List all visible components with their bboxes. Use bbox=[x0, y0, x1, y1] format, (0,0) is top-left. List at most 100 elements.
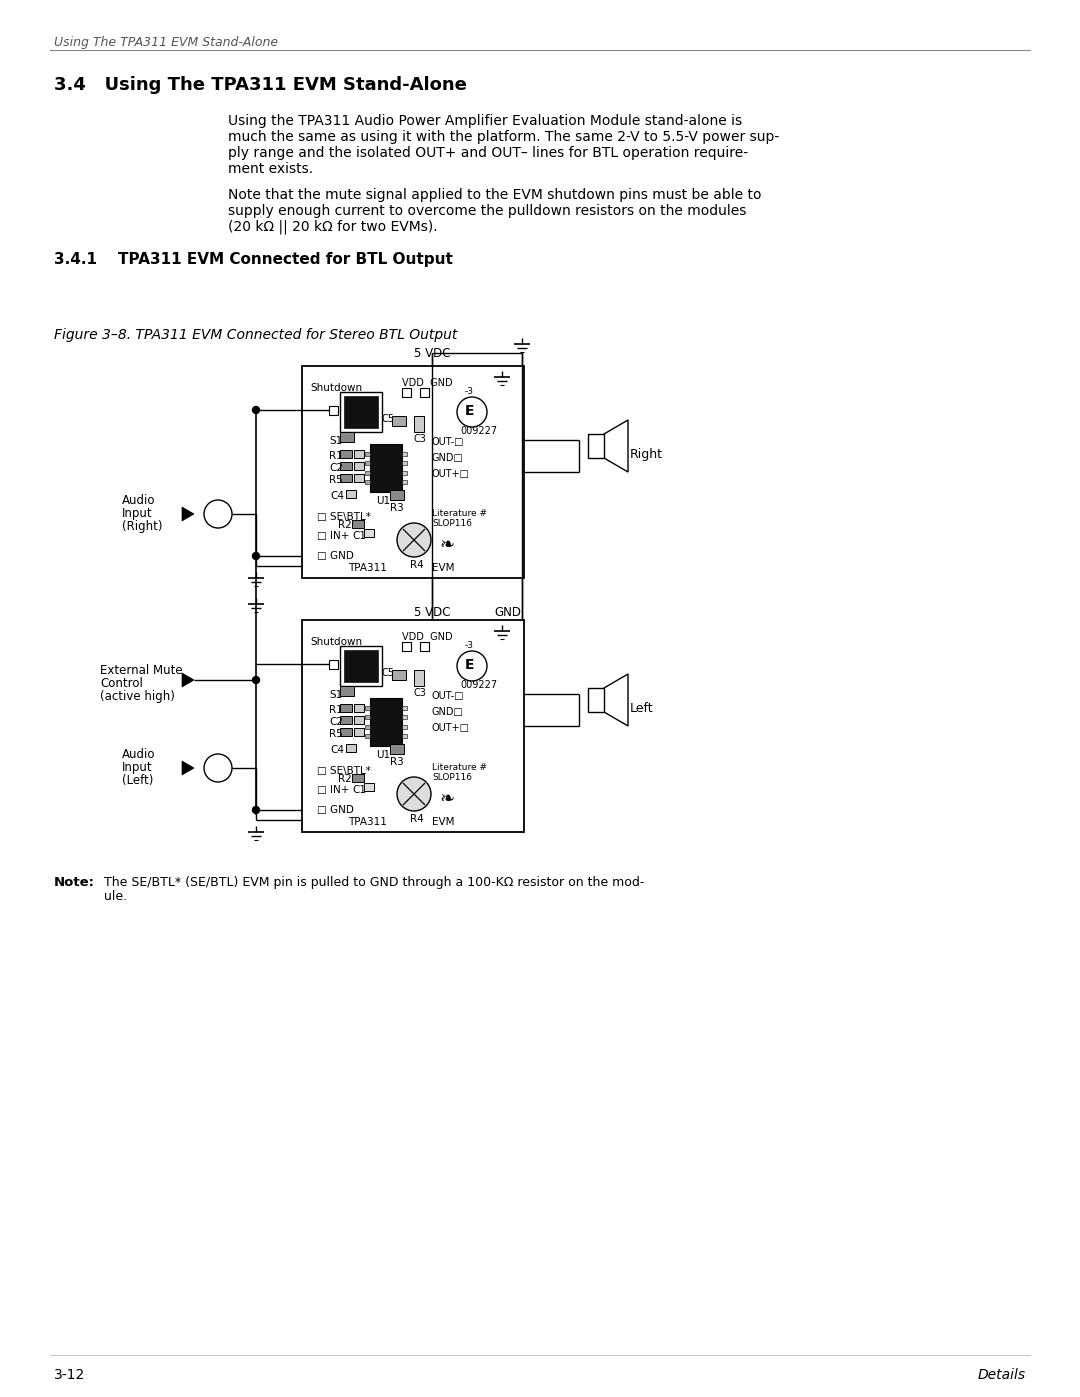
Text: C2: C2 bbox=[329, 462, 343, 474]
Text: SLOP116: SLOP116 bbox=[432, 520, 472, 528]
Bar bbox=[340, 462, 352, 469]
Text: Shutdown: Shutdown bbox=[310, 637, 362, 647]
Bar bbox=[370, 444, 402, 492]
Bar bbox=[414, 671, 424, 686]
Text: S1: S1 bbox=[329, 690, 342, 700]
Bar bbox=[365, 461, 370, 465]
Text: much the same as using it with the platform. The same 2-V to 5.5-V power sup-: much the same as using it with the platf… bbox=[228, 130, 780, 144]
Text: □ GND: □ GND bbox=[318, 550, 354, 562]
Text: 3.4   Using The TPA311 EVM Stand-Alone: 3.4 Using The TPA311 EVM Stand-Alone bbox=[54, 75, 467, 94]
Text: External Mute: External Mute bbox=[100, 664, 183, 678]
Bar bbox=[329, 407, 338, 415]
Text: Note:: Note: bbox=[54, 876, 95, 888]
Text: C5: C5 bbox=[382, 414, 395, 425]
Text: Note that the mute signal applied to the EVM shutdown pins must be able to: Note that the mute signal applied to the… bbox=[228, 189, 761, 203]
Text: C1: C1 bbox=[352, 785, 366, 795]
Text: Audio: Audio bbox=[122, 495, 156, 507]
Text: C1: C1 bbox=[352, 531, 366, 541]
Text: R4: R4 bbox=[410, 560, 423, 570]
Text: OUT+□: OUT+□ bbox=[432, 469, 470, 479]
Bar bbox=[390, 745, 404, 754]
Text: The SE/BTL* (SE/BTL) EVM pin is pulled to GND through a 100-KΩ resistor on the m: The SE/BTL* (SE/BTL) EVM pin is pulled t… bbox=[104, 876, 645, 888]
Text: Using the TPA311 Audio Power Amplifier Evaluation Module stand-alone is: Using the TPA311 Audio Power Amplifier E… bbox=[228, 115, 742, 129]
Bar bbox=[340, 645, 382, 686]
Text: Details: Details bbox=[977, 1368, 1026, 1382]
Text: 3-12: 3-12 bbox=[54, 1368, 85, 1382]
Text: □ SE\BTL*: □ SE\BTL* bbox=[318, 766, 370, 775]
Bar bbox=[340, 728, 352, 736]
Text: R2: R2 bbox=[338, 520, 352, 529]
Polygon shape bbox=[183, 761, 194, 775]
Circle shape bbox=[397, 777, 431, 812]
Text: (Right): (Right) bbox=[122, 520, 162, 534]
Bar bbox=[392, 416, 406, 426]
Bar bbox=[340, 704, 352, 712]
Text: C4: C4 bbox=[330, 745, 345, 754]
Bar bbox=[402, 481, 407, 485]
Text: R1: R1 bbox=[329, 451, 342, 461]
Bar bbox=[354, 474, 364, 482]
Bar bbox=[354, 728, 364, 736]
Bar bbox=[365, 735, 370, 739]
Bar bbox=[365, 725, 370, 729]
Bar bbox=[354, 704, 364, 712]
Text: -3: -3 bbox=[464, 387, 473, 395]
Text: R3: R3 bbox=[390, 503, 404, 513]
Polygon shape bbox=[450, 638, 486, 659]
Bar bbox=[414, 416, 424, 432]
Text: 009227: 009227 bbox=[460, 426, 497, 436]
Bar bbox=[340, 450, 352, 458]
Bar bbox=[329, 659, 338, 669]
Text: R3: R3 bbox=[390, 757, 404, 767]
Text: □ IN+: □ IN+ bbox=[318, 531, 349, 541]
Bar bbox=[402, 461, 407, 465]
Text: R2: R2 bbox=[338, 774, 352, 784]
Text: 009227: 009227 bbox=[460, 680, 497, 690]
Text: EVM: EVM bbox=[432, 563, 455, 573]
Circle shape bbox=[457, 651, 487, 680]
Text: U1: U1 bbox=[376, 496, 390, 506]
Text: Right: Right bbox=[630, 448, 663, 461]
Text: VDD  GND: VDD GND bbox=[402, 631, 453, 643]
Text: ❧: ❧ bbox=[440, 536, 455, 555]
Text: R1: R1 bbox=[329, 705, 342, 715]
Bar bbox=[345, 650, 378, 682]
Polygon shape bbox=[450, 384, 486, 407]
Bar bbox=[365, 451, 370, 455]
Text: □ SE\BTL*: □ SE\BTL* bbox=[318, 511, 370, 522]
Text: ment exists.: ment exists. bbox=[228, 162, 313, 176]
Text: OUT-□: OUT-□ bbox=[432, 692, 464, 701]
Bar bbox=[364, 529, 374, 536]
Circle shape bbox=[457, 397, 487, 427]
Polygon shape bbox=[183, 507, 194, 521]
Circle shape bbox=[253, 407, 259, 414]
Text: Literature #: Literature # bbox=[432, 763, 487, 773]
Bar bbox=[365, 705, 370, 710]
Polygon shape bbox=[604, 420, 627, 472]
Bar bbox=[340, 717, 352, 724]
Text: Input: Input bbox=[122, 761, 152, 774]
Bar bbox=[340, 686, 354, 696]
Bar bbox=[390, 490, 404, 500]
Text: C2: C2 bbox=[329, 717, 343, 726]
Bar bbox=[302, 366, 524, 578]
Bar bbox=[352, 520, 364, 528]
Text: Figure 3–8. TPA311 EVM Connected for Stereo BTL Output: Figure 3–8. TPA311 EVM Connected for Ste… bbox=[54, 328, 457, 342]
Text: Shutdown: Shutdown bbox=[310, 383, 362, 393]
Bar bbox=[354, 462, 364, 469]
Circle shape bbox=[204, 500, 232, 528]
Text: Control: Control bbox=[100, 678, 143, 690]
Bar bbox=[340, 432, 354, 441]
Bar bbox=[402, 451, 407, 455]
Text: (Left): (Left) bbox=[122, 774, 153, 787]
Bar bbox=[392, 671, 406, 680]
Text: S1: S1 bbox=[329, 436, 342, 446]
Bar bbox=[588, 434, 604, 458]
Bar bbox=[370, 698, 402, 746]
Text: -3: -3 bbox=[464, 641, 473, 650]
Text: R5: R5 bbox=[329, 729, 342, 739]
Bar bbox=[354, 450, 364, 458]
Text: GND□: GND□ bbox=[432, 453, 463, 462]
Text: TPA311: TPA311 bbox=[348, 817, 387, 827]
Bar bbox=[346, 490, 356, 497]
